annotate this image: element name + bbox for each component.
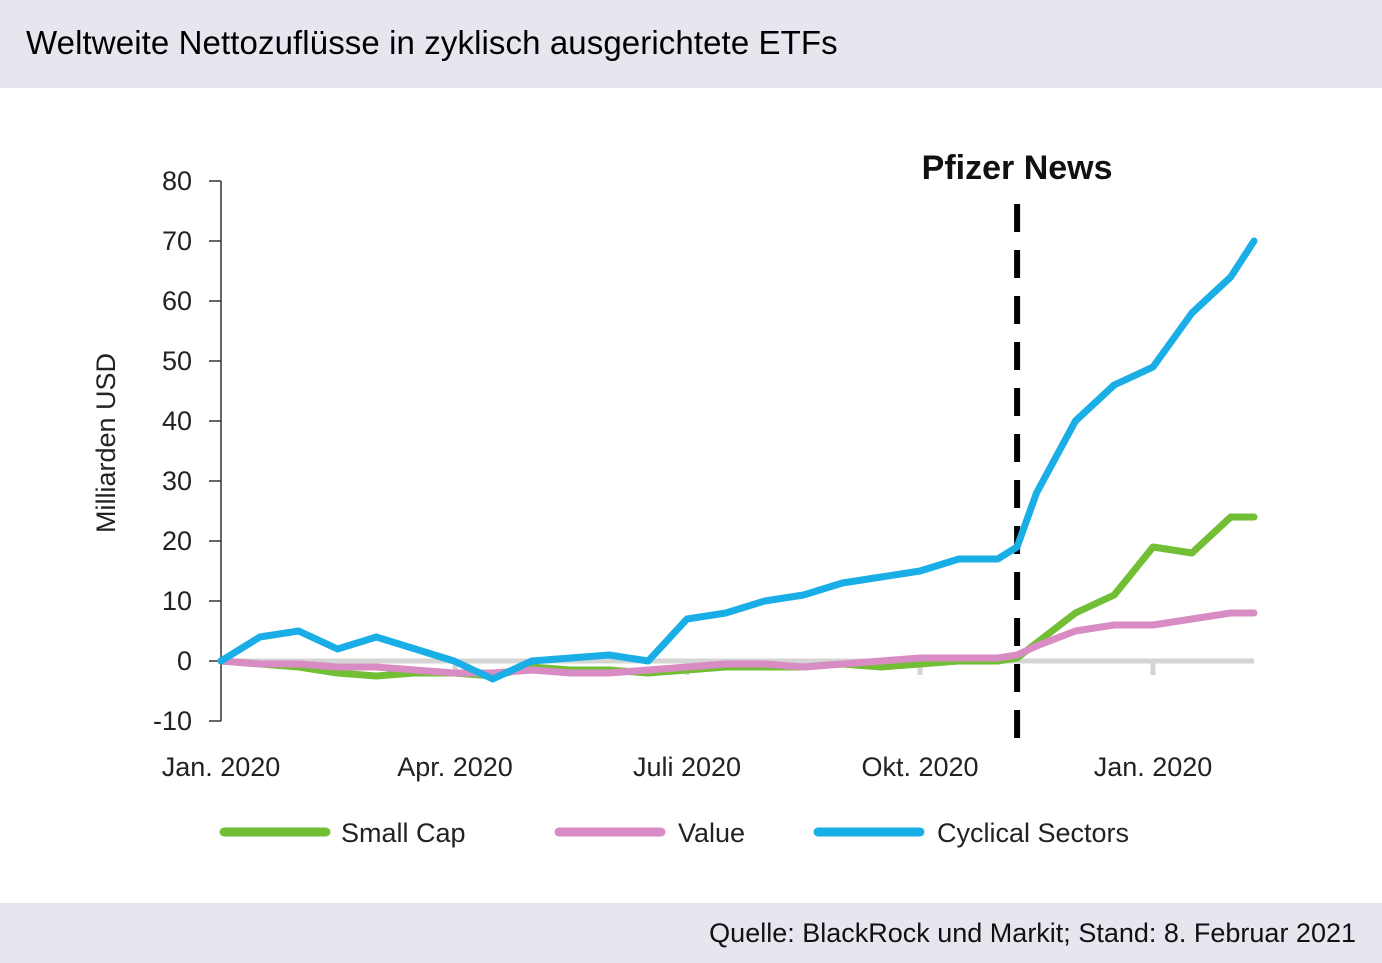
y-tick-label: 50	[162, 346, 192, 376]
y-tick-label: -10	[153, 706, 192, 736]
annotation-label: Pfizer News	[922, 149, 1113, 187]
x-tick-label: Okt. 2020	[861, 752, 978, 782]
header-band	[0, 0, 1382, 88]
y-tick-label: 30	[162, 466, 192, 496]
y-axis-title: Milliarden USD	[91, 353, 121, 533]
x-tick-label: Jan. 2020	[1094, 752, 1213, 782]
x-tick-label: Juli 2020	[633, 752, 741, 782]
chart-area: 80 70 60 50 40 30 20 10 0 -10 Jan. 2020 Apr. 2020 Ju…	[91, 149, 1258, 848]
y-tick-label: 80	[162, 166, 192, 196]
legend-label: Value	[678, 818, 745, 848]
y-tick-label: 40	[162, 406, 192, 436]
legend-label: Small Cap	[341, 818, 466, 848]
y-tick-label: 0	[177, 646, 192, 676]
x-tick-label: Jan. 2020	[162, 752, 281, 782]
source-note: Quelle: BlackRock und Markit; Stand: 8. …	[709, 918, 1356, 948]
y-tick-label: 60	[162, 286, 192, 316]
footer-band	[0, 903, 1382, 963]
series-lines	[217, 237, 1258, 683]
x-tick-label: Apr. 2020	[397, 752, 513, 782]
y-tick-label: 70	[162, 226, 192, 256]
series-line-small-cap	[217, 513, 1258, 680]
axes: 80 70 60 50 40 30 20 10 0 -10 Jan. 2020 Apr. 2020 Ju…	[153, 166, 1254, 782]
annotation-group: Pfizer News	[922, 149, 1113, 744]
y-tick-label: 10	[162, 586, 192, 616]
y-tick-label: 20	[162, 526, 192, 556]
series-line-value	[217, 609, 1258, 677]
y-axis-title-group: Milliarden USD	[91, 353, 121, 533]
legend-label: Cyclical Sectors	[937, 818, 1129, 848]
series-line-cyclical-sectors	[217, 237, 1258, 683]
chart-title: Weltweite Nettozuflüsse in zyklisch ausg…	[26, 24, 838, 61]
legend: Small Cap Value Cyclical Sectors	[219, 818, 1129, 848]
